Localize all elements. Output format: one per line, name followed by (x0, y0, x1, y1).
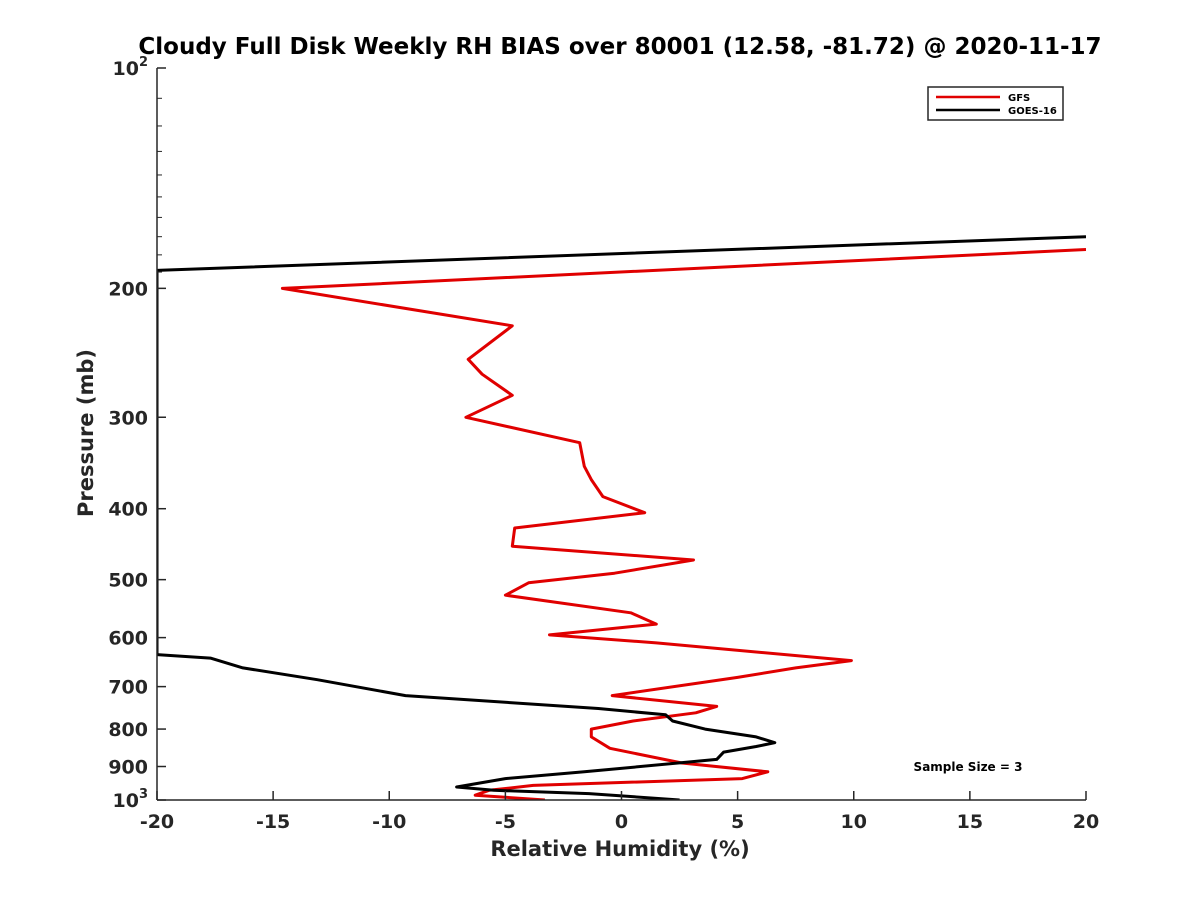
x-axis-label: Relative Humidity (%) (490, 837, 749, 861)
series-layer (157, 235, 1086, 800)
legend-box (927, 86, 1064, 121)
axes (156, 67, 1087, 801)
y-tick-label: 200 (108, 278, 148, 300)
legend-label-gfs: GFS (1008, 93, 1030, 104)
y-tick-label: 500 (108, 570, 148, 592)
y-tick-label: 800 (108, 719, 148, 741)
x-tick-label: 0 (615, 811, 628, 833)
chart-title: Cloudy Full Disk Weekly RH BIAS over 800… (138, 34, 1101, 60)
x-tick-label: -15 (256, 811, 290, 833)
y-tick-label: 103 (113, 787, 149, 812)
x-tick-label: 20 (1073, 811, 1099, 833)
y-tick-label: 400 (108, 499, 148, 521)
x-tick-label: -10 (372, 811, 406, 833)
legend: GFS GOES-16 (927, 86, 1064, 121)
tick-labels: -20 -15 -10 -5 0 5 10 15 20 102 200 300 400 500 600 700… (108, 55, 1099, 833)
y-axis-label: Pressure (mb) (74, 349, 98, 517)
y-tick-label: 102 (113, 55, 149, 80)
y-tick-label: 700 (108, 677, 148, 699)
x-tick-label: -5 (495, 811, 516, 833)
y-tick-label: 600 (108, 628, 148, 650)
x-tick-label: 10 (841, 811, 867, 833)
series-line-gfs (280, 248, 1086, 800)
legend-label-goes16: GOES-16 (1008, 106, 1057, 117)
x-tick-label: 5 (731, 811, 744, 833)
sample-size-annotation: Sample Size = 3 (914, 760, 1023, 774)
series-line-goes16 (157, 235, 1086, 800)
y-tick-label: 900 (108, 757, 148, 779)
x-tick-label: 15 (957, 811, 983, 833)
y-tick-label: 300 (108, 407, 148, 429)
x-tick-label: -20 (140, 811, 174, 833)
